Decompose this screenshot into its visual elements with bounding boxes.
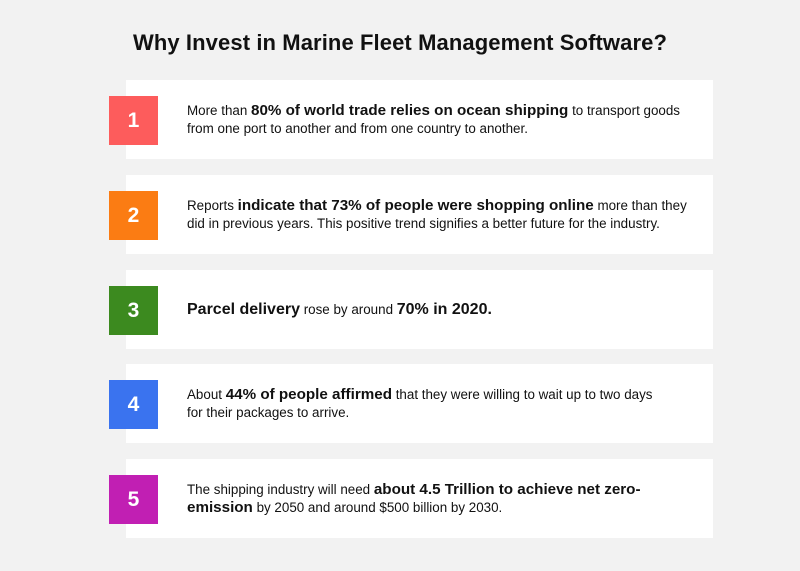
number-badge-3: 3 [109, 286, 158, 335]
reason-5-text-start: The shipping industry will need [187, 481, 374, 497]
reason-2-highlight: indicate that 73% of people were shoppin… [237, 196, 594, 214]
reason-3-highlight: Parcel delivery [187, 300, 300, 318]
reason-3-highlight-2: 70% in 2020. [396, 300, 492, 318]
reason-5-highlight: about 4.5 Trillion to achieve net zero-e… [187, 480, 641, 516]
reason-2-text-end: more than they did in previous years. Th… [187, 197, 687, 231]
number-badge-1: 1 [109, 96, 158, 145]
reason-text-5: The shipping industry will need about 4.… [187, 459, 697, 538]
reason-5-text-end: by 2050 and around $500 billion by 2030. [252, 499, 503, 515]
reason-1-text-end: to transport goods from one port to anot… [187, 102, 680, 136]
page-title: Why Invest in Marine Fleet Management So… [132, 30, 668, 55]
reason-text-4: About 44% of people affirmed that they w… [187, 364, 697, 443]
reason-text-1: More than 80% of world trade relies on o… [187, 80, 697, 159]
reason-card-4: About 44% of people affirmed that they w… [126, 364, 713, 443]
reason-card-2: Reports indicate that 73% of people were… [126, 175, 713, 254]
number-badge-5: 5 [109, 475, 158, 524]
reason-4-text-start: About [187, 386, 226, 402]
reason-4-text-end: that they were willing to wait up to two… [187, 386, 653, 420]
number-badge-2: 2 [109, 191, 158, 240]
reason-text-3: Parcel delivery rose by around 70% in 20… [187, 270, 697, 349]
reason-2-text-start: Reports [187, 197, 238, 213]
reason-1-text-start: More than [187, 102, 252, 118]
reason-3-text-mid: rose by around [299, 301, 397, 317]
number-badge-4: 4 [109, 380, 158, 429]
reason-card-5: The shipping industry will need about 4.… [126, 459, 713, 538]
reason-1-highlight: 80% of world trade relies on ocean shipp… [251, 101, 569, 119]
reason-card-3: Parcel delivery rose by around 70% in 20… [126, 270, 713, 349]
reason-text-2: Reports indicate that 73% of people were… [187, 175, 697, 254]
reason-card-1: More than 80% of world trade relies on o… [126, 80, 713, 159]
reason-4-highlight: 44% of people affirmed [225, 385, 392, 403]
